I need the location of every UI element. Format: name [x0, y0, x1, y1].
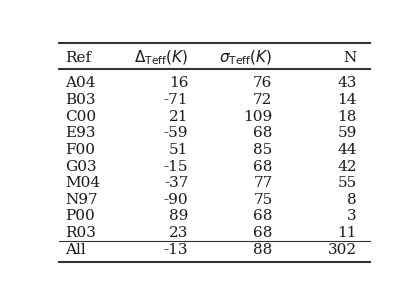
Text: R03: R03 [65, 226, 96, 240]
Text: 18: 18 [337, 110, 357, 124]
Text: 44: 44 [337, 143, 357, 157]
Text: 88: 88 [253, 243, 273, 257]
Text: C00: C00 [65, 110, 96, 124]
Text: 89: 89 [169, 209, 188, 224]
Text: 68: 68 [253, 160, 273, 173]
Text: N97: N97 [65, 193, 98, 207]
Text: -15: -15 [164, 160, 188, 173]
Text: 109: 109 [243, 110, 273, 124]
Text: 23: 23 [169, 226, 188, 240]
Text: -71: -71 [164, 93, 188, 107]
Text: 51: 51 [169, 143, 188, 157]
Text: 43: 43 [337, 76, 357, 90]
Text: 16: 16 [169, 76, 188, 90]
Text: 8: 8 [347, 193, 357, 207]
Text: 59: 59 [337, 126, 357, 140]
Text: -59: -59 [164, 126, 188, 140]
Text: -37: -37 [164, 176, 188, 190]
Text: $\sigma_{\mathrm{Teff}}(K)$: $\sigma_{\mathrm{Teff}}(K)$ [219, 49, 273, 67]
Text: 14: 14 [337, 93, 357, 107]
Text: G03: G03 [65, 160, 97, 173]
Text: F00: F00 [65, 143, 95, 157]
Text: 72: 72 [253, 93, 273, 107]
Text: 75: 75 [253, 193, 273, 207]
Text: $\Delta_{\mathrm{Teff}}(K)$: $\Delta_{\mathrm{Teff}}(K)$ [134, 49, 188, 67]
Text: Ref: Ref [65, 51, 91, 65]
Text: B03: B03 [65, 93, 96, 107]
Text: A04: A04 [65, 76, 96, 90]
Text: 302: 302 [328, 243, 357, 257]
Text: -90: -90 [164, 193, 188, 207]
Text: M04: M04 [65, 176, 100, 190]
Text: 77: 77 [253, 176, 273, 190]
Text: All: All [65, 243, 86, 257]
Text: N: N [344, 51, 357, 65]
Text: 76: 76 [253, 76, 273, 90]
Text: 68: 68 [253, 226, 273, 240]
Text: 68: 68 [253, 126, 273, 140]
Text: 55: 55 [337, 176, 357, 190]
Text: 68: 68 [253, 209, 273, 224]
Text: 3: 3 [347, 209, 357, 224]
Text: -13: -13 [164, 243, 188, 257]
Text: 42: 42 [337, 160, 357, 173]
Text: 85: 85 [253, 143, 273, 157]
Text: P00: P00 [65, 209, 95, 224]
Text: 11: 11 [337, 226, 357, 240]
Text: 21: 21 [169, 110, 188, 124]
Text: E93: E93 [65, 126, 96, 140]
